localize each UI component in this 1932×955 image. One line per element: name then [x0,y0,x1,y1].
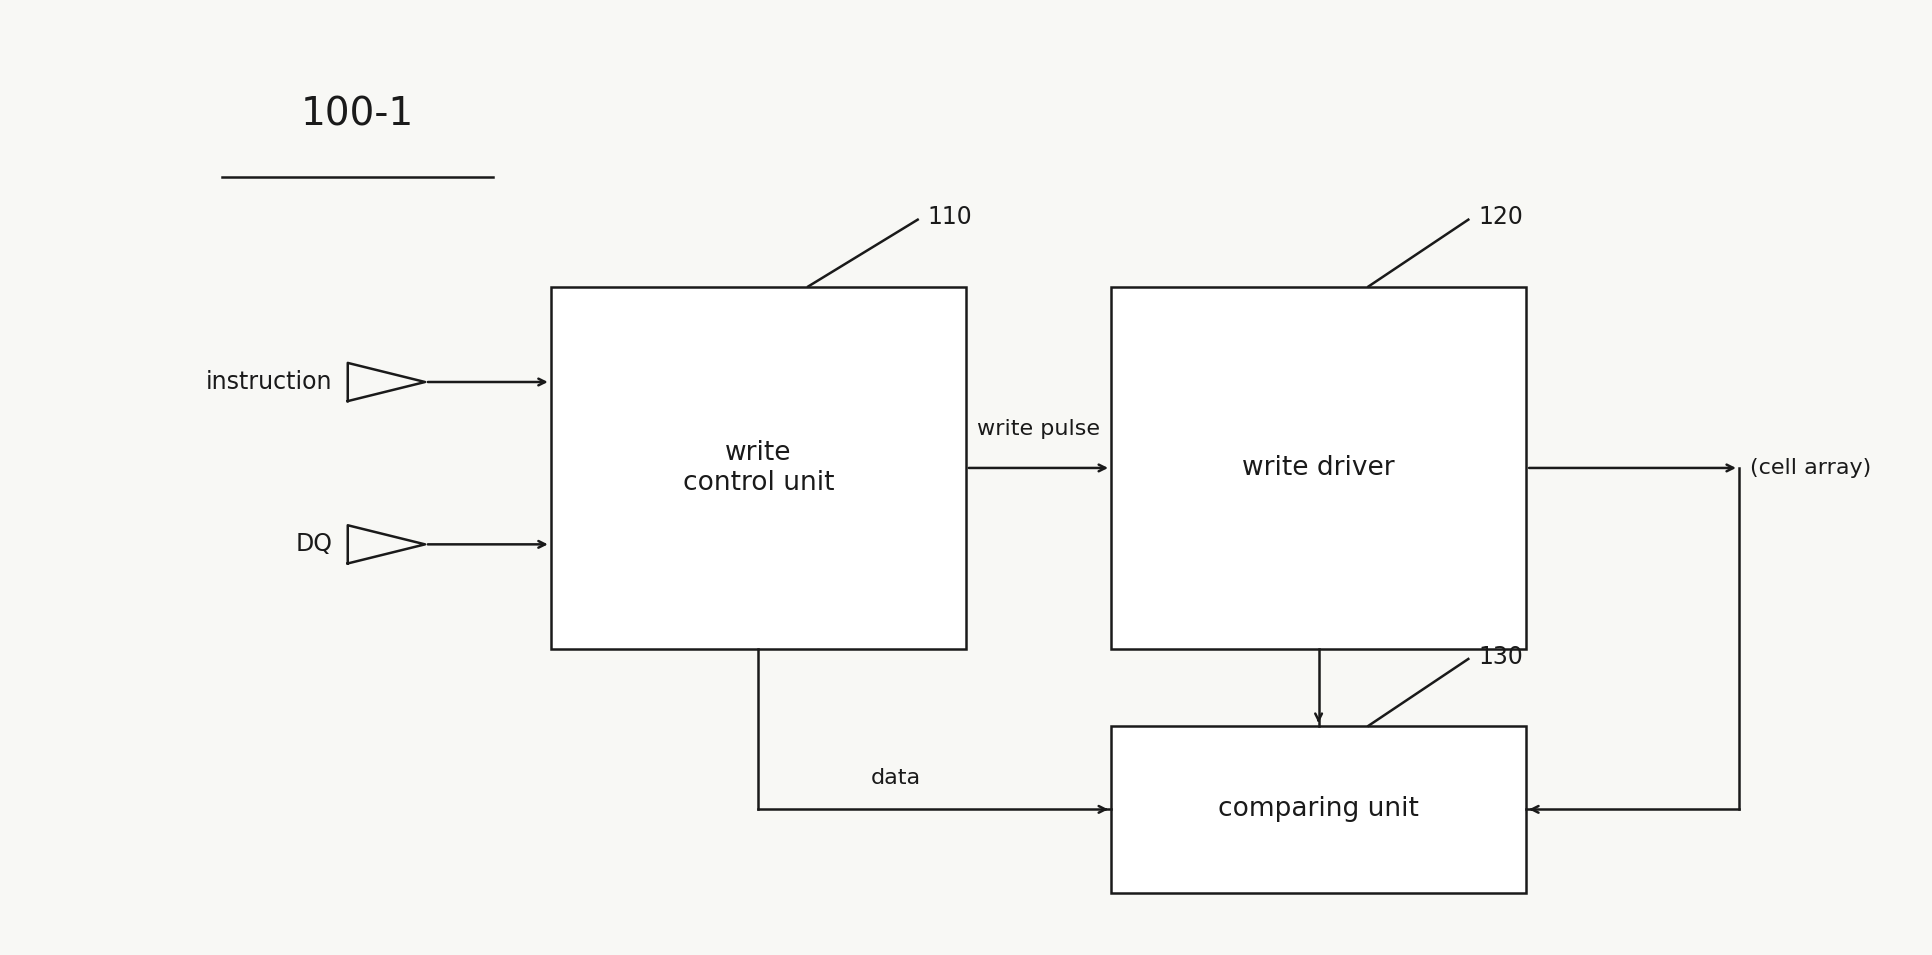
Text: comparing unit: comparing unit [1219,796,1418,822]
Text: 100-1: 100-1 [301,96,413,134]
Text: write pulse: write pulse [978,419,1099,439]
Text: 110: 110 [927,205,972,229]
Text: DQ: DQ [296,532,332,557]
Bar [1111,286,1526,649]
Text: write
control unit: write control unit [682,440,835,496]
Text: write driver: write driver [1242,455,1395,481]
Bar [551,286,966,649]
Text: 130: 130 [1478,645,1522,668]
Text: 120: 120 [1478,205,1522,229]
Text: (cell array): (cell array) [1750,458,1872,478]
Text: data: data [871,769,922,789]
Text: instruction: instruction [207,370,332,394]
Bar [1111,726,1526,893]
